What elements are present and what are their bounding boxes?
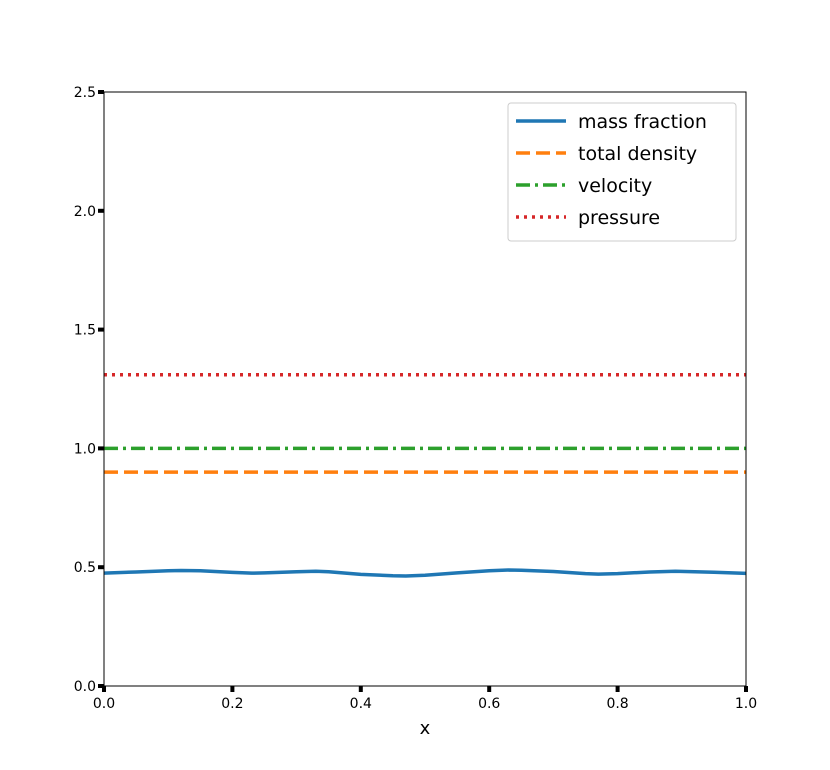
- x-tick-label: 1.0: [735, 696, 757, 712]
- series-line-mass-fraction: [103, 568, 747, 578]
- y-axis: 0.0 0.5 1.0 1.5 2.0 2.5: [74, 85, 104, 695]
- y-tick-label: 0.0: [74, 679, 96, 695]
- x-tick-label: 0.6: [478, 696, 500, 712]
- y-tick-label: 1.0: [74, 441, 96, 457]
- x-tick-label: 0.8: [606, 696, 628, 712]
- x-tick-label: 0.0: [93, 696, 115, 712]
- plot-frame: [103, 91, 747, 687]
- legend-label: total density: [578, 143, 697, 165]
- x-tick-label: 0.4: [350, 696, 372, 712]
- y-tick-label: 0.5: [74, 560, 96, 576]
- x-axis: 0.0 0.2 0.4 0.6 0.8 1.0: [93, 686, 757, 712]
- x-tick-label: 0.2: [221, 696, 243, 712]
- y-tick-label: 2.0: [74, 204, 96, 220]
- y-tick-label: 2.5: [74, 85, 96, 101]
- series-layer: [103, 372, 747, 578]
- legend-label: mass fraction: [578, 111, 707, 133]
- x-axis-label: x: [420, 718, 431, 739]
- y-tick-label: 1.5: [74, 323, 96, 339]
- legend-box: [507, 102, 737, 242]
- legend-label: velocity: [578, 175, 652, 197]
- legend: mass fraction total density velocity pressu…: [507, 102, 737, 242]
- legend-label: pressure: [578, 207, 660, 229]
